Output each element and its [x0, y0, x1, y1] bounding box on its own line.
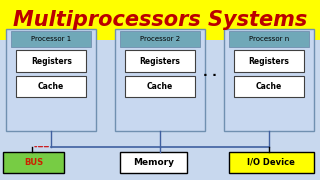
Text: Registers: Registers: [140, 57, 180, 66]
Bar: [115, 29, 205, 131]
Text: Cache: Cache: [256, 82, 282, 91]
Bar: [125, 76, 195, 97]
Text: . .: . .: [203, 66, 217, 78]
Bar: [234, 76, 304, 97]
Text: BUS: BUS: [24, 158, 43, 167]
Text: Processor 1: Processor 1: [31, 36, 71, 42]
Text: Multiprocessors Systems: Multiprocessors Systems: [13, 10, 307, 30]
Text: I/O Device: I/O Device: [247, 158, 295, 167]
Bar: [229, 31, 309, 47]
Bar: [125, 50, 195, 72]
Bar: [120, 152, 187, 173]
Bar: [0, 0, 320, 40]
Bar: [234, 50, 304, 72]
Bar: [16, 76, 86, 97]
Text: Registers: Registers: [31, 57, 72, 66]
Text: Registers: Registers: [248, 57, 289, 66]
Bar: [6, 29, 96, 131]
Bar: [3, 152, 64, 173]
Bar: [16, 50, 86, 72]
Bar: [11, 31, 91, 47]
Bar: [120, 31, 200, 47]
Text: Memory: Memory: [133, 158, 174, 167]
Text: Cache: Cache: [38, 82, 64, 91]
Text: Processor 2: Processor 2: [140, 36, 180, 42]
Bar: [229, 152, 314, 173]
Text: Cache: Cache: [147, 82, 173, 91]
Bar: [224, 29, 314, 131]
Text: Processor n: Processor n: [249, 36, 289, 42]
